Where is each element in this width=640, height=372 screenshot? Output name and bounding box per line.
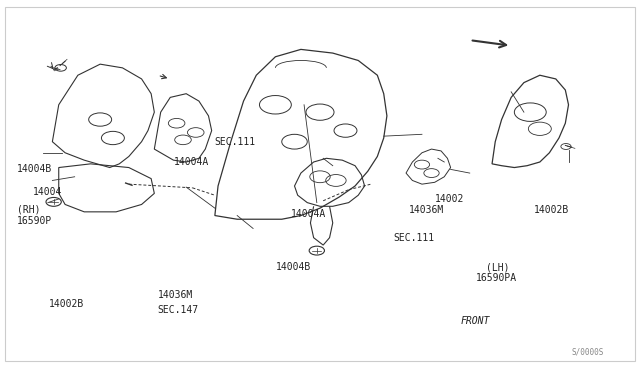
Text: 16590P: 16590P <box>17 216 52 226</box>
Text: 14004A: 14004A <box>291 209 326 219</box>
Text: S/0000S: S/0000S <box>572 348 604 357</box>
Text: 14002B: 14002B <box>534 205 569 215</box>
Text: 14004A: 14004A <box>173 157 209 167</box>
Text: 14036M: 14036M <box>409 205 444 215</box>
Text: 16590PA: 16590PA <box>476 273 517 283</box>
Text: SEC.111: SEC.111 <box>215 137 256 147</box>
Text: 14002B: 14002B <box>49 299 84 309</box>
Text: (RH): (RH) <box>17 205 41 215</box>
Text: SEC.147: SEC.147 <box>157 305 198 315</box>
Text: 14002: 14002 <box>435 194 464 204</box>
Text: 14036M: 14036M <box>157 290 193 300</box>
Text: 14004B: 14004B <box>275 262 310 272</box>
Text: (LH): (LH) <box>486 262 509 272</box>
Text: 14004B: 14004B <box>17 164 52 174</box>
Text: FRONT: FRONT <box>460 316 490 326</box>
Text: 14004: 14004 <box>33 186 63 196</box>
Text: SEC.111: SEC.111 <box>394 233 435 243</box>
